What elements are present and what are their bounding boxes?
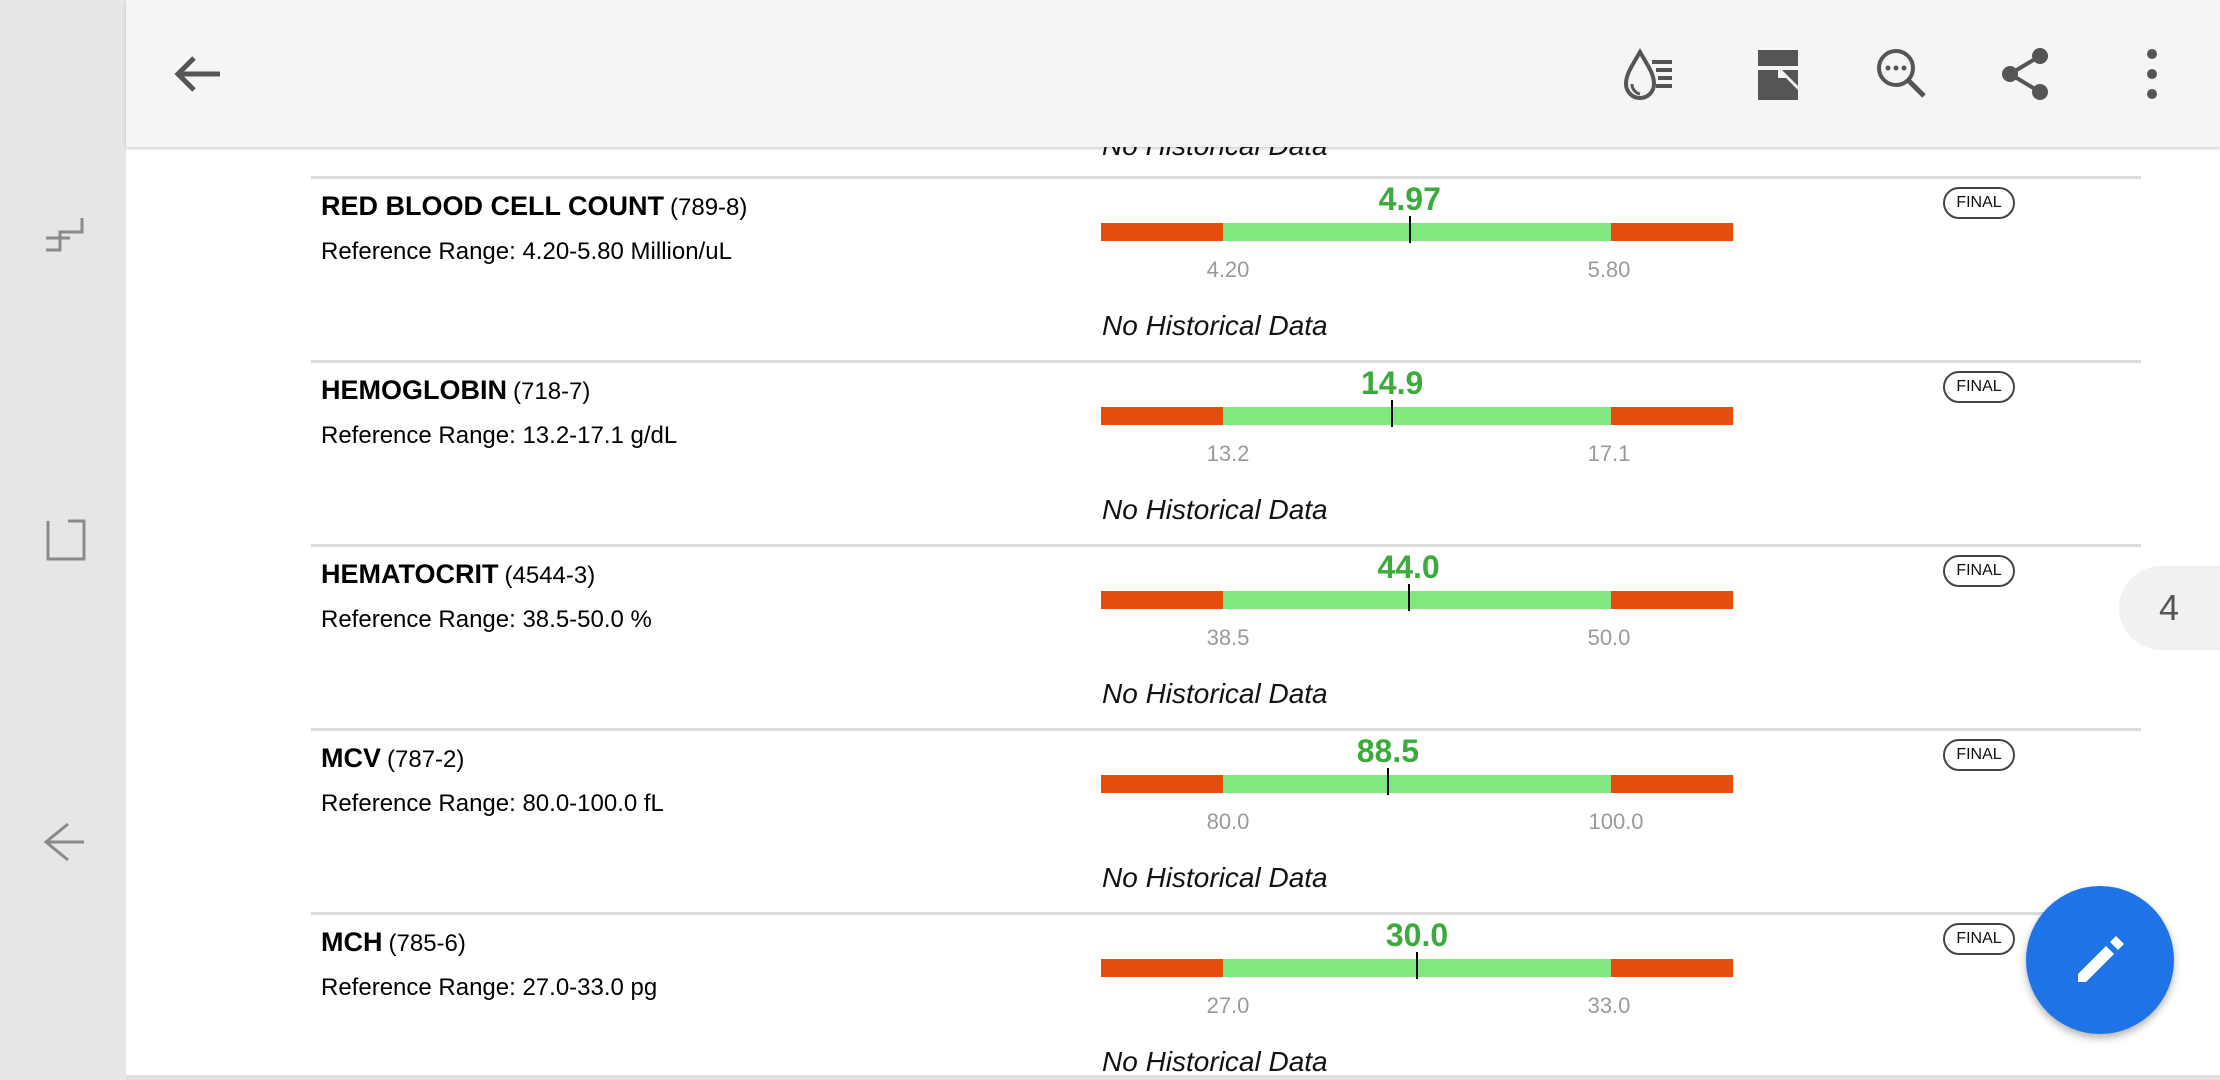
- in-range-segment: [1223, 407, 1611, 425]
- result-value: 4.97: [1378, 181, 1441, 217]
- history-note: No Historical Data: [1102, 1046, 1328, 1077]
- status-badge: FINAL: [1943, 555, 2015, 587]
- range-gauge: 88.5 80.0 100.0: [1101, 733, 1733, 834]
- range-gauge: 30.0 27.0 33.0: [1101, 917, 1733, 1018]
- result-name: MCH: [321, 927, 383, 957]
- range-high-label: 50.0: [1587, 625, 1631, 650]
- above-range-segment: [1611, 775, 1733, 793]
- reference-range: Reference Range: 4.20-5.80 Million/uL: [321, 238, 732, 265]
- history-note: No Historical Data: [1102, 310, 1328, 341]
- value-marker: [1391, 400, 1394, 427]
- result-value: 14.9: [1360, 365, 1424, 401]
- lab-results-icon[interactable]: [1620, 44, 1680, 104]
- result-code: (789-8): [670, 194, 748, 221]
- lab-results-list[interactable]: No Historical Data RED BLOOD CELL COUNT(…: [126, 147, 2220, 1077]
- range-high-label: 5.80: [1587, 257, 1631, 282]
- arrow-back-icon[interactable]: [168, 44, 228, 104]
- search-icon[interactable]: [1872, 44, 1932, 104]
- system-nav-rail: [0, 0, 126, 1080]
- result-name: RED BLOOD CELL COUNT: [321, 191, 664, 221]
- above-range-segment: [1611, 223, 1733, 241]
- below-range-segment: [1101, 775, 1223, 793]
- app-toolbar: [126, 0, 2220, 147]
- result-row-hemoglobin[interactable]: HEMOGLOBIN (718-7) Reference Range: 13.2-…: [126, 362, 2220, 546]
- result-row-hematocrit[interactable]: HEMATOCRIT (4544-3) Reference Range: 38.5…: [126, 546, 2220, 730]
- result-title: HEMATOCRIT (4544-3): [321, 559, 595, 590]
- recent-apps-icon[interactable]: [40, 210, 90, 260]
- more-vert-icon[interactable]: [2122, 44, 2182, 104]
- history-note: No Historical Data: [1102, 862, 1328, 893]
- status-badge: FINAL: [1943, 923, 2015, 955]
- share-icon[interactable]: [1996, 44, 2056, 104]
- in-range-segment: [1223, 775, 1611, 793]
- row-divider: [311, 360, 2141, 363]
- edit-icon: [2078, 936, 2124, 982]
- value-marker: [1416, 952, 1418, 979]
- range-gauge: 4.97 4.20 5.80: [1101, 181, 1733, 282]
- home-icon[interactable]: [40, 515, 90, 565]
- status-badge: FINAL: [1943, 187, 2015, 219]
- result-row-mcv[interactable]: MCV (787-2) Reference Range: 80.0-100.0 f…: [126, 730, 2220, 914]
- above-range-segment: [1611, 959, 1733, 977]
- reference-range: Reference Range: 38.5-50.0 %: [321, 606, 652, 633]
- history-note: No Historical Data: [1102, 494, 1328, 525]
- edit-button[interactable]: [2026, 886, 2174, 1034]
- result-name: HEMATOCRIT: [321, 559, 499, 589]
- result-title: MCV (787-2): [321, 743, 464, 774]
- result-code: (4544-3): [504, 562, 596, 589]
- row-divider: [311, 544, 2141, 547]
- result-name: MCV: [321, 743, 381, 773]
- page-indicator[interactable]: 4: [2119, 566, 2220, 650]
- range-low-label: 27.0: [1206, 993, 1250, 1018]
- result-row-mch[interactable]: MCH (785-6) Reference Range: 27.0-33.0 pg…: [126, 914, 2220, 1077]
- value-marker: [1407, 584, 1410, 611]
- result-title: MCH (785-6): [321, 927, 466, 958]
- range-high-label: 100.0: [1588, 809, 1644, 834]
- range-low-label: 13.2: [1206, 441, 1250, 466]
- below-range-segment: [1101, 223, 1223, 241]
- status-badge: FINAL: [1943, 739, 2015, 771]
- value-marker: [1386, 768, 1389, 795]
- value-marker: [1408, 216, 1411, 243]
- range-gauge: 14.9 13.2 17.1: [1101, 365, 1733, 466]
- result-name: HEMOGLOBIN: [321, 375, 507, 405]
- range-high-label: 17.1: [1587, 441, 1631, 466]
- history-note: No Historical Data: [1102, 147, 1328, 162]
- in-range-segment: [1223, 591, 1611, 609]
- above-range-segment: [1611, 591, 1733, 609]
- result-code: (785-6): [388, 930, 466, 957]
- result-code: (718-7): [513, 378, 591, 405]
- range-low-label: 38.5: [1206, 625, 1250, 650]
- range-low-label: 80.0: [1206, 809, 1250, 834]
- reference-range: Reference Range: 13.2-17.1 g/dL: [321, 422, 678, 449]
- below-range-segment: [1101, 959, 1223, 977]
- reference-range: Reference Range: 80.0-100.0 fL: [321, 790, 664, 817]
- range-high-label: 33.0: [1587, 993, 1631, 1018]
- result-value: 88.5: [1356, 733, 1420, 769]
- row-divider: [311, 912, 2141, 915]
- row-divider: [311, 728, 2141, 731]
- below-range-segment: [1101, 591, 1223, 609]
- reference-range: Reference Range: 27.0-33.0 pg: [321, 974, 658, 1001]
- result-value: 30.0: [1385, 917, 1449, 953]
- scroll-edge: [126, 1075, 2220, 1080]
- result-value: 44.0: [1377, 549, 1440, 585]
- in-range-segment: [1223, 223, 1611, 241]
- history-note: No Historical Data: [1102, 678, 1328, 709]
- row-divider: [311, 176, 2141, 179]
- below-range-segment: [1101, 407, 1223, 425]
- range-low-label: 4.20: [1206, 257, 1250, 282]
- range-gauge: 44.0 38.5 50.0: [1101, 549, 1733, 650]
- result-title: RED BLOOD CELL COUNT (789-8): [321, 191, 747, 222]
- above-range-segment: [1611, 407, 1733, 425]
- document-icon[interactable]: [1748, 44, 1808, 104]
- status-badge: FINAL: [1943, 371, 2015, 403]
- result-code: (787-2): [387, 746, 465, 773]
- result-title: HEMOGLOBIN (718-7): [321, 375, 590, 406]
- back-icon[interactable]: [40, 818, 90, 868]
- result-row-rbc[interactable]: RED BLOOD CELL COUNT (789-8) Reference Ra…: [126, 178, 2220, 362]
